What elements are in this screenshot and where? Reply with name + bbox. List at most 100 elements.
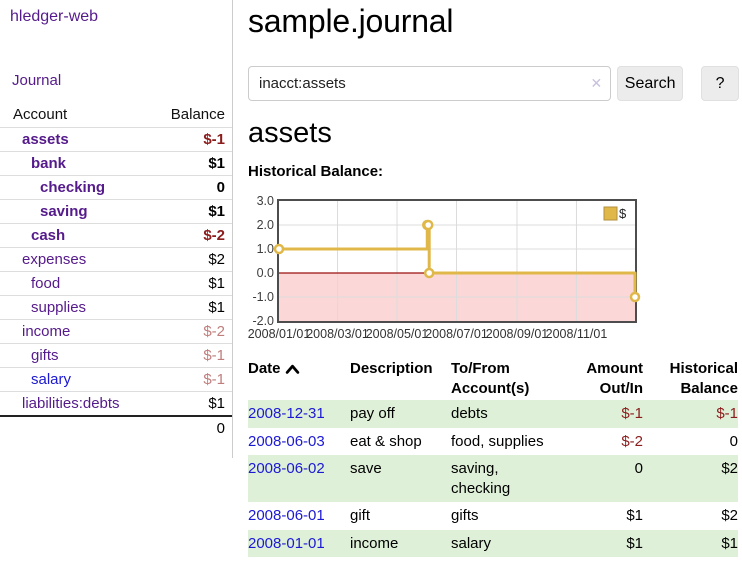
account-row: checking 0 xyxy=(0,175,232,200)
register-description-cell: pay off xyxy=(350,405,395,422)
register-header-amount[interactable]: Amount Out/In xyxy=(586,360,643,397)
balance-chart: 3.0 2.0 1.0 0.0 -1.0 -2.0 $ 2008/01/01 2008/03… xyxy=(248,194,739,342)
register-balance-cell: $1 xyxy=(721,534,738,552)
register-accounts-cell: food, supplies xyxy=(451,432,544,450)
account-link[interactable]: gifts xyxy=(31,347,59,364)
register-header-date-label: Date xyxy=(248,360,281,377)
register-row: 2008-06-02 save saving, checking 0 $2 xyxy=(248,455,738,502)
account-balance: $1 xyxy=(153,151,232,176)
chart-plot-area[interactable]: $ xyxy=(273,199,641,323)
register-amount-cell: $-2 xyxy=(621,432,643,450)
register-accounts-cell: salary xyxy=(451,534,492,552)
account-link[interactable]: expenses xyxy=(22,251,87,268)
account-row: assets $-1 xyxy=(0,127,232,152)
register-amount-cell: $1 xyxy=(626,507,643,524)
accounts-table: Account Balance assets $-1 bank $1 checking 0… xyxy=(0,104,232,440)
account-link[interactable]: bank xyxy=(31,155,67,172)
register-description-cell: gift xyxy=(350,507,371,524)
account-balance: $-2 xyxy=(153,319,232,344)
account-name-cell: food xyxy=(0,271,154,296)
account-name-cell: supplies xyxy=(0,295,154,320)
data-point-marker xyxy=(629,291,641,303)
account-link[interactable]: salary xyxy=(31,371,72,388)
account-balance: $2 xyxy=(153,247,232,272)
register-amount-cell: 0 xyxy=(634,460,643,477)
account-balance: $-2 xyxy=(153,223,232,248)
account-balance: $-1 xyxy=(153,127,232,152)
account-name-cell: checking xyxy=(0,175,154,200)
chart-title: Historical Balance: xyxy=(248,163,384,180)
clear-search-icon[interactable]: ✕ xyxy=(590,75,603,91)
account-name-cell: saving xyxy=(0,199,154,224)
register-header-date[interactable]: Date xyxy=(248,357,350,400)
register-description-cell: income xyxy=(350,534,399,552)
register-accounts-cell: gifts xyxy=(451,507,479,524)
register-balance-cell: $2 xyxy=(721,507,738,524)
y-tick-label: -2.0 xyxy=(252,314,274,328)
register-header-accounts[interactable]: To/From Account(s) xyxy=(451,360,530,397)
register-header-balance[interactable]: Historical Balance xyxy=(669,360,738,397)
account-link[interactable]: assets xyxy=(22,131,69,148)
register-header-row: Date Description To/From Account(s) Amou… xyxy=(248,357,738,400)
account-link[interactable]: saving xyxy=(40,203,88,220)
chart-x-axis: 2008/01/01 2008/03/01 2008/05/01 2008/07/01… xyxy=(248,327,739,342)
main-content: sample.journal ✕ Search ? assets Histori… xyxy=(248,0,739,557)
data-point-marker xyxy=(423,267,435,279)
register-description-cell: eat & shop xyxy=(350,432,422,450)
account-balance: $1 xyxy=(153,199,232,224)
y-tick-label: 3.0 xyxy=(256,194,274,208)
register-row: 2008-01-01 income salary $1 $1 xyxy=(248,529,738,557)
x-tick-label: 2008/11/01 xyxy=(545,327,608,341)
account-balance: $-1 xyxy=(153,367,232,392)
account-link[interactable]: checking xyxy=(40,179,106,196)
account-title: assets xyxy=(248,117,332,149)
transaction-date-link[interactable]: 2008-06-01 xyxy=(248,507,325,524)
search-input[interactable] xyxy=(248,66,612,101)
register-balance-cell: $2 xyxy=(721,460,738,477)
account-balance: 0 xyxy=(153,175,232,200)
transaction-date-link[interactable]: 2008-01-01 xyxy=(248,534,325,552)
register-date-cell: 2008-06-03 xyxy=(248,428,350,456)
page-title: sample.journal xyxy=(248,3,454,39)
register-row: 2008-12-31 pay off debts $-1 $-1 xyxy=(248,400,738,428)
account-link[interactable]: liabilities:debts xyxy=(22,395,120,412)
brand-link[interactable]: hledger-web xyxy=(10,8,99,25)
accounts-header-balance: Balance xyxy=(153,104,232,128)
x-tick-label: 2008/01/01 xyxy=(247,327,311,341)
transaction-date-link[interactable]: 2008-12-31 xyxy=(248,405,325,422)
account-link[interactable]: cash xyxy=(31,227,66,244)
register-row: 2008-06-01 gift gifts $1 $2 xyxy=(248,502,738,530)
accounts-total-balance: 0 xyxy=(153,415,232,440)
chart-y-axis: 3.0 2.0 1.0 0.0 -1.0 -2.0 xyxy=(248,194,274,328)
data-point-marker xyxy=(273,243,285,255)
account-link[interactable]: food xyxy=(31,275,61,292)
transaction-date-link[interactable]: 2008-06-03 xyxy=(248,432,325,450)
help-button[interactable]: ? xyxy=(701,66,739,101)
legend-swatch xyxy=(603,206,618,221)
journal-nav-link[interactable]: Journal xyxy=(12,72,62,89)
account-name-cell: bank xyxy=(0,151,154,176)
account-link[interactable]: income xyxy=(22,323,71,340)
account-link[interactable]: supplies xyxy=(31,299,87,316)
account-name-cell: liabilities:debts xyxy=(0,392,153,417)
register-header-description[interactable]: Description xyxy=(350,360,433,377)
account-name-cell: expenses xyxy=(0,247,154,272)
register-accounts-cell: saving, checking xyxy=(451,460,511,497)
register-accounts-cell: debts xyxy=(451,405,488,422)
register-table-body: 2008-12-31 pay off debts $-1 $-1 2008-06-03 ea… xyxy=(248,400,738,557)
search-button[interactable]: Search xyxy=(617,66,684,101)
account-row: bank $1 xyxy=(0,151,232,176)
account-name-cell: income xyxy=(0,319,154,344)
x-tick-label: 2008/09/01 xyxy=(485,327,549,341)
account-balance: $1 xyxy=(153,295,232,320)
account-name-cell: gifts xyxy=(0,343,154,368)
account-name-cell: assets xyxy=(0,127,154,152)
accounts-table-body: assets $-1 bank $1 checking 0 saving $1 cash $-2 e… xyxy=(0,127,232,417)
x-tick-label: 2008/07/01 xyxy=(425,327,488,341)
x-tick-label: 2008/05/01 xyxy=(365,327,429,341)
transaction-date-link[interactable]: 2008-06-02 xyxy=(248,460,325,477)
data-point-marker xyxy=(422,219,434,231)
x-tick-label: 2008/03/01 xyxy=(306,327,369,341)
accounts-total-spacer xyxy=(0,415,154,440)
